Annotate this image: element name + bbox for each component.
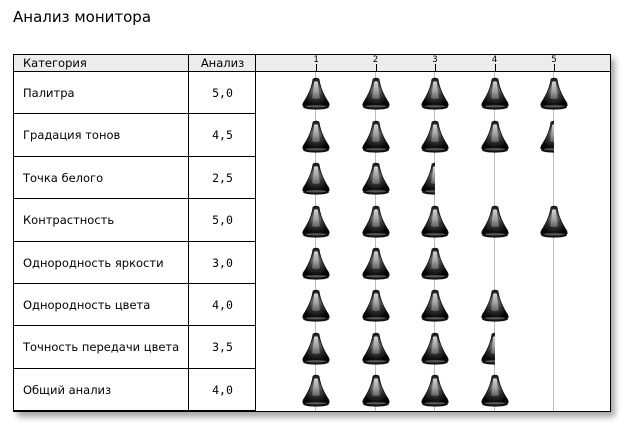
grid-line	[315, 72, 316, 411]
bell-rating-icon	[361, 373, 391, 407]
rating-icons	[256, 72, 611, 114]
table-body: Палитра 5,0 Градация тонов 4,5 Точка белого 2…	[13, 72, 611, 412]
scale-tick	[316, 64, 317, 71]
table-row: Общий анализ 4,0	[14, 369, 256, 411]
header-analysis: Анализ	[200, 56, 245, 70]
scale-tick	[375, 64, 377, 71]
category-cell: Палитра	[23, 86, 75, 100]
bell-rating-icon	[361, 161, 391, 195]
bell-rating-icon	[480, 331, 495, 365]
bell-rating-icon	[539, 119, 554, 153]
analysis-value-cell: 4,0	[212, 383, 233, 397]
bell-rating-icon	[480, 373, 510, 407]
category-cell: Однородность цвета	[23, 298, 151, 312]
bell-rating-icon	[420, 373, 450, 407]
bell-rating-icon	[361, 246, 391, 280]
table-row: Точность передачи цвета 3,5	[14, 326, 256, 369]
bell-rating-icon	[420, 161, 435, 195]
rating-icons	[256, 157, 611, 199]
category-cell: Общий анализ	[23, 383, 112, 397]
rating-icons	[256, 284, 611, 326]
bell-rating-icon	[361, 288, 391, 322]
table-header: Категория Анализ 1 2 3 4 5	[13, 54, 611, 72]
bell-rating-icon	[301, 76, 331, 110]
page-title: Анализ монитора	[13, 8, 152, 26]
bell-rating-icon	[420, 331, 450, 365]
bell-rating-icon	[539, 204, 569, 238]
bell-rating-icon	[301, 119, 331, 153]
bell-rating-icon	[420, 119, 450, 153]
header-category: Категория	[23, 56, 87, 70]
bell-rating-icon	[361, 119, 391, 153]
bell-rating-icon	[420, 246, 450, 280]
scale-label: 5	[551, 55, 557, 65]
table-row: Однородность яркости 3,0	[14, 242, 256, 284]
analysis-value-cell: 4,0	[212, 298, 233, 312]
analysis-value-cell: 5,0	[212, 86, 233, 100]
bell-rating-icon	[480, 288, 510, 322]
bell-rating-icon	[480, 76, 510, 110]
analysis-value-cell: 3,0	[212, 256, 233, 270]
category-cell: Точка белого	[23, 171, 104, 185]
grid-line	[493, 72, 495, 411]
scale-label: 3	[432, 55, 438, 65]
table-row: Градация тонов 4,5	[14, 114, 256, 157]
table-row: Однородность цвета 4,0	[14, 284, 256, 326]
bell-rating-icon	[539, 76, 569, 110]
bell-rating-icon	[420, 288, 450, 322]
bell-rating-icon	[301, 288, 331, 322]
table-row: Контрастность 5,0	[14, 199, 256, 242]
bell-rating-icon	[480, 204, 510, 238]
grid-line	[374, 72, 376, 411]
bell-rating-icon	[301, 204, 331, 238]
scale-label: 1	[313, 55, 319, 65]
monitor-analysis-table: Категория Анализ 1 2 3 4 5 Палитра 5,0 Градаци…	[13, 54, 611, 412]
category-cell: Контрастность	[23, 213, 115, 227]
header-divider	[188, 55, 189, 71]
bell-rating-icon	[301, 373, 331, 407]
bell-rating-icon	[301, 331, 331, 365]
category-cell: Точность передачи цвета	[23, 340, 180, 354]
analysis-value-cell: 5,0	[212, 213, 233, 227]
scale-tick	[554, 64, 555, 71]
bell-rating-icon	[361, 204, 391, 238]
rating-icons	[256, 242, 611, 284]
analysis-value-cell: 3,5	[212, 340, 233, 354]
bell-rating-icon	[301, 246, 331, 280]
grid-line	[553, 72, 554, 411]
bell-rating-icon	[480, 119, 510, 153]
grid-line	[434, 72, 435, 411]
scale-label: 2	[372, 55, 379, 65]
bell-rating-icon	[420, 76, 450, 110]
table-row: Палитра 5,0	[14, 72, 256, 114]
analysis-value-cell: 4,5	[212, 128, 233, 142]
table-row: Точка белого 2,5	[14, 157, 256, 199]
rating-icons	[256, 199, 611, 242]
scale-tick	[494, 64, 496, 71]
category-cell: Однородность яркости	[23, 256, 164, 270]
header-divider	[255, 55, 256, 71]
analysis-value-cell: 2,5	[212, 171, 233, 185]
bell-rating-icon	[420, 204, 450, 238]
bell-rating-icon	[301, 161, 331, 195]
bell-rating-icon	[361, 76, 391, 110]
rating-icons	[256, 114, 611, 157]
bell-rating-icon	[361, 331, 391, 365]
category-cell: Градация тонов	[23, 128, 121, 142]
rating-icons	[256, 369, 611, 411]
scale-label: 4	[491, 55, 498, 65]
rating-icons	[256, 326, 611, 369]
scale-tick	[435, 64, 436, 71]
